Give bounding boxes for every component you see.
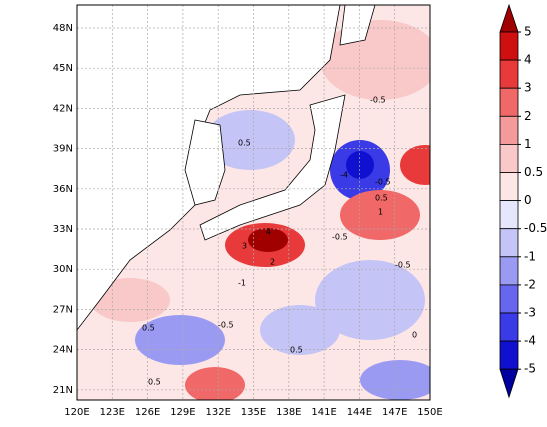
contour-label: 0.5 (142, 324, 155, 333)
anomaly-patch (205, 110, 295, 170)
colorbar-segment (499, 59, 519, 89)
anomaly-patch (135, 315, 225, 365)
lon-label: 120E (64, 407, 89, 418)
colorbar-segment (499, 256, 519, 286)
anomaly-patch (260, 305, 340, 355)
contour-label: 0.5 (148, 378, 161, 387)
land-korea (184, 119, 226, 206)
colorbar-arrow-top (499, 3, 519, 33)
lat-label: 39N (53, 144, 73, 155)
anomaly-patch (360, 360, 430, 400)
contour-labels: 0.5 -0.5 4 3 2 1 -0.5 0.5 -0.5 -1 0.5 -0… (142, 96, 417, 387)
colorbar-label: 4 (524, 53, 532, 67)
land-sakhalin (339, 5, 376, 46)
lon-label: 144E (347, 407, 372, 418)
colorbar-segment (499, 115, 519, 145)
lat-label: 24N (53, 345, 73, 356)
contour-label: 0.5 (375, 194, 388, 203)
anomaly-patch (90, 278, 170, 322)
contour-label: -0.5 (375, 178, 391, 187)
colorbar-segment (499, 284, 519, 314)
contour-label: -0.5 (332, 233, 348, 242)
lon-label: 132E (205, 407, 230, 418)
grid: 120E 123E 126E 129E 132E 135E 138E 141E 144E 147E… (53, 5, 443, 418)
colorbar-segment (499, 200, 519, 230)
contour-label: -0.5 (370, 96, 386, 105)
contour-label: 1 (378, 208, 383, 217)
colorbar-label: -5 (524, 362, 536, 376)
colorbar-segment (499, 228, 519, 258)
lat-label: 45N (53, 63, 73, 74)
lat-label: 30N (53, 264, 73, 275)
colorbar-segment (499, 172, 519, 202)
colorbar-label: 5 (524, 25, 532, 39)
contour-label: -1 (238, 279, 246, 288)
lat-label: 21N (53, 385, 73, 396)
lon-label: 129E (170, 407, 195, 418)
lon-label: 150E (417, 407, 442, 418)
lon-label: 138E (276, 407, 301, 418)
anomaly-patch (315, 260, 425, 340)
lon-label: 135E (241, 407, 266, 418)
contour-label: 0 (412, 331, 417, 340)
anomaly-patch (346, 151, 374, 179)
contour-label: 0.5 (290, 346, 303, 355)
contour-label: -0.5 (218, 321, 234, 330)
anomaly-patch (400, 145, 430, 185)
contour-label: -4 (340, 171, 348, 180)
anomaly-patch (320, 20, 430, 100)
colorbar-segment (499, 340, 519, 370)
lon-label: 147E (382, 407, 407, 418)
contour-label: -0.5 (395, 261, 411, 270)
lon-label: 123E (100, 407, 125, 418)
contour-label: 2 (270, 258, 275, 267)
land-japan (199, 94, 346, 241)
lat-label: 36N (53, 184, 73, 195)
contour-label: 0.5 (238, 139, 251, 148)
map-frame (76, 4, 431, 401)
contour-label: 4 (266, 228, 271, 237)
colorbar: 5 4 3 2 1 0.5 0 -0.5 -1 -2 -3 -4 -5 (499, 3, 547, 399)
colorbar-label: 3 (524, 81, 532, 95)
anomaly-patch (340, 190, 420, 240)
map-field (77, 5, 430, 400)
colorbar-segment (499, 312, 519, 342)
colorbar-label: -0.5 (524, 221, 547, 235)
anomaly-patch (185, 367, 245, 400)
colorbar-label: -3 (524, 306, 536, 320)
colorbar-label: -4 (524, 334, 536, 348)
colorbar-label: 0.5 (524, 165, 543, 179)
lat-label: 33N (53, 224, 73, 235)
contour-label: 3 (242, 242, 247, 251)
lat-label: 27N (53, 304, 73, 315)
colorbar-segment (499, 143, 519, 173)
colorbar-label: 0 (524, 193, 532, 207)
lat-label: 42N (53, 103, 73, 114)
lon-label: 126E (135, 407, 160, 418)
colorbar-label: -2 (524, 277, 536, 291)
colorbar-segment (499, 87, 519, 117)
colorbar-label: 1 (524, 137, 532, 151)
anomaly-patch (248, 228, 288, 252)
lat-label: 48N (53, 23, 73, 34)
colorbar-arrow-bottom (499, 368, 519, 399)
lon-label: 141E (311, 407, 336, 418)
colorbar-label: -1 (524, 249, 536, 263)
colorbar-segment (499, 31, 519, 61)
colorbar-label: 2 (524, 109, 532, 123)
